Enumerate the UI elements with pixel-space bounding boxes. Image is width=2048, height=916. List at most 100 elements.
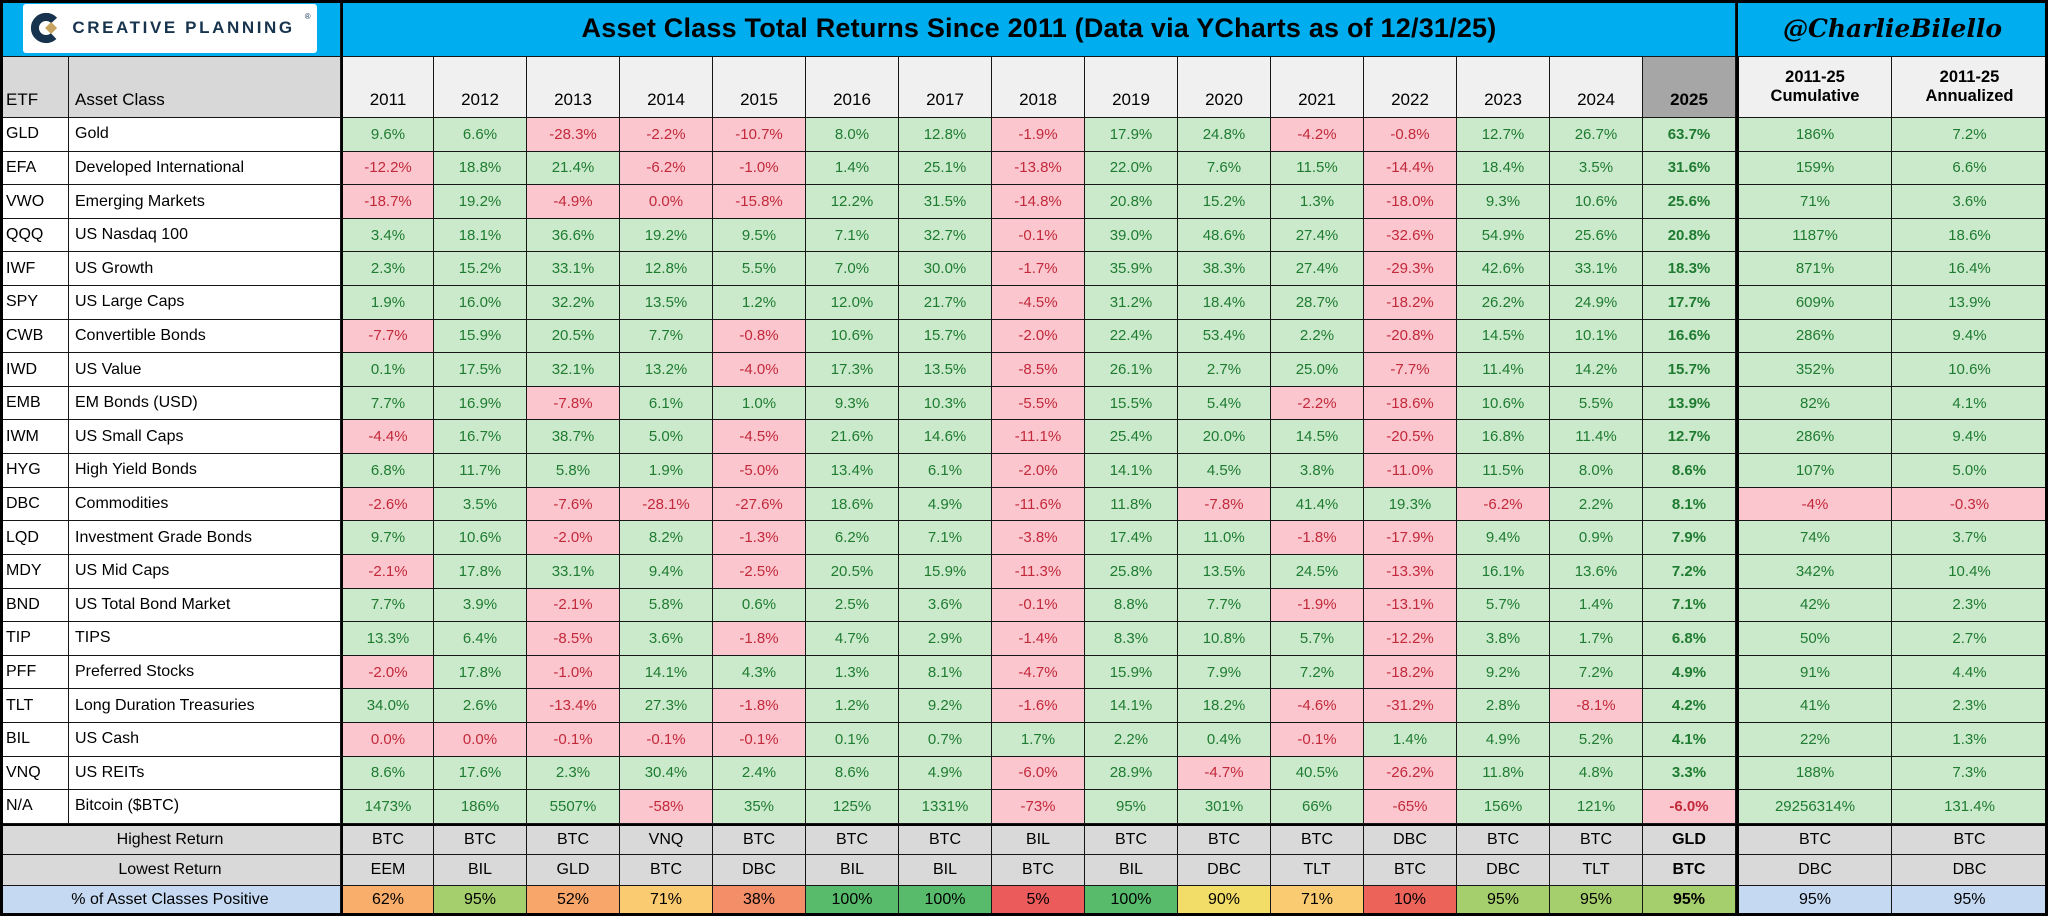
- return-cell-VWO-2011: -18.7%: [341, 185, 434, 219]
- return-cell-TIP-2012: 6.4%: [434, 622, 527, 656]
- lowest-return-cell: DBC: [1457, 854, 1550, 886]
- return-cell-IWD-2021: 25.0%: [1271, 353, 1364, 387]
- lowest-return-cell: BIL: [899, 854, 992, 886]
- return-cell-MDY-2015: -2.5%: [713, 554, 806, 589]
- return-cell-HYG-2011: 6.8%: [341, 454, 434, 488]
- return-cell-GLD-2017: 12.8%: [899, 118, 992, 152]
- return-cell-IWF-2013: 33.1%: [527, 252, 620, 287]
- return-cell-EFA-2016: 1.4%: [806, 151, 899, 186]
- return-cell-EMB-2015: 1.0%: [713, 386, 806, 421]
- return-cell-MDY-2014: 9.4%: [620, 554, 713, 589]
- return-cell-BIL-2011: 0.0%: [341, 722, 434, 757]
- return-cell-GLD-2021: -4.2%: [1271, 118, 1364, 152]
- creative-planning-logo: CREATIVE PLANNING ®: [23, 3, 317, 53]
- return-cell-TLT-2025: 4.2%: [1643, 689, 1736, 723]
- etf-ticker: EMB: [0, 386, 69, 421]
- return-cell-IWM-2014: 5.0%: [620, 420, 713, 455]
- return-cell-BND-2024: 1.4%: [1550, 588, 1643, 623]
- return-cell-TIP-2016: 4.7%: [806, 622, 899, 656]
- return-cell-VWO-2014: 0.0%: [620, 185, 713, 219]
- return-cell-BND-2023: 5.7%: [1457, 588, 1550, 623]
- return-cell-VWO-2018: -14.8%: [992, 185, 1085, 219]
- etf-ticker: VNQ: [0, 756, 69, 791]
- return-cell-QQQ-2011: 3.4%: [341, 218, 434, 253]
- return-cell-IWM-2018: -11.1%: [992, 420, 1085, 455]
- return-cell-PFF-2017: 8.1%: [899, 655, 992, 690]
- highest-return-cell: BIL: [992, 823, 1085, 855]
- etf-ticker: IWM: [0, 420, 69, 455]
- pct-positive-cell: 95%: [1457, 885, 1550, 916]
- return-cell-DBC-2013: -7.6%: [527, 487, 620, 522]
- annualized-cell-HYG: 5.0%: [1892, 454, 2048, 488]
- col-header-etf: ETF: [0, 57, 69, 118]
- return-cell-VWO-2015: -15.8%: [713, 185, 806, 219]
- return-cell-HYG-2017: 6.1%: [899, 454, 992, 488]
- asset-class-name: Gold: [69, 118, 341, 152]
- lowest-return-cell: BIL: [806, 854, 899, 886]
- annualized-cell-CWB: 9.4%: [1892, 319, 2048, 354]
- return-cell-TLT-2021: -4.6%: [1271, 689, 1364, 723]
- return-cell-IWM-2019: 25.4%: [1085, 420, 1178, 455]
- return-cell-EFA-2021: 11.5%: [1271, 151, 1364, 186]
- return-cell-EFA-2017: 25.1%: [899, 151, 992, 186]
- return-cell-TIP-2011: 13.3%: [341, 622, 434, 656]
- return-cell-VNQ-2012: 17.6%: [434, 756, 527, 791]
- return-cell-DBC-2021: 41.4%: [1271, 487, 1364, 522]
- lowest-return-cell: EEM: [341, 854, 434, 886]
- annualized-cell-BIL: 1.3%: [1892, 722, 2048, 757]
- return-cell-QQQ-2013: 36.6%: [527, 218, 620, 253]
- asset-class-name: US Mid Caps: [69, 554, 341, 589]
- return-cell-N/A-2013: 5507%: [527, 790, 620, 824]
- cumulative-cell-IWF: 871%: [1736, 252, 1892, 287]
- return-cell-SPY-2023: 26.2%: [1457, 286, 1550, 320]
- lowest-return-cell: GLD: [527, 854, 620, 886]
- return-cell-HYG-2024: 8.0%: [1550, 454, 1643, 488]
- return-cell-BIL-2018: 1.7%: [992, 722, 1085, 757]
- return-cell-CWB-2012: 15.9%: [434, 319, 527, 354]
- return-cell-EFA-2019: 22.0%: [1085, 151, 1178, 186]
- highest-return-cell: BTC: [341, 823, 434, 855]
- return-cell-IWM-2015: -4.5%: [713, 420, 806, 455]
- annualized-cell-TIP: 2.7%: [1892, 622, 2048, 656]
- return-cell-SPY-2024: 24.9%: [1550, 286, 1643, 320]
- return-cell-IWD-2025: 15.7%: [1643, 353, 1736, 387]
- return-cell-IWF-2025: 18.3%: [1643, 252, 1736, 287]
- return-cell-MDY-2021: 24.5%: [1271, 554, 1364, 589]
- return-cell-PFF-2012: 17.8%: [434, 655, 527, 690]
- etf-ticker: MDY: [0, 554, 69, 589]
- return-cell-IWF-2018: -1.7%: [992, 252, 1085, 287]
- return-cell-LQD-2024: 0.9%: [1550, 521, 1643, 555]
- return-cell-EMB-2012: 16.9%: [434, 386, 527, 421]
- pct-positive-cell: 52%: [527, 885, 620, 916]
- cumulative-cell-VWO: 71%: [1736, 185, 1892, 219]
- asset-class-name: Convertible Bonds: [69, 319, 341, 354]
- highest-return-cell: BTC: [1457, 823, 1550, 855]
- asset-class-name: US Large Caps: [69, 286, 341, 320]
- highest-return-cell: BTC: [899, 823, 992, 855]
- annualized-cell-BND: 2.3%: [1892, 588, 2048, 623]
- asset-class-name: Commodities: [69, 487, 341, 522]
- return-cell-LQD-2016: 6.2%: [806, 521, 899, 555]
- return-cell-IWF-2020: 38.3%: [1178, 252, 1271, 287]
- return-cell-IWD-2024: 14.2%: [1550, 353, 1643, 387]
- return-cell-EMB-2024: 5.5%: [1550, 386, 1643, 421]
- return-cell-EFA-2023: 18.4%: [1457, 151, 1550, 186]
- annualized-cell-SPY: 13.9%: [1892, 286, 2048, 320]
- return-cell-DBC-2025: 8.1%: [1643, 487, 1736, 522]
- return-cell-VWO-2023: 9.3%: [1457, 185, 1550, 219]
- asset-class-name: Preferred Stocks: [69, 655, 341, 690]
- return-cell-TIP-2023: 3.8%: [1457, 622, 1550, 656]
- return-cell-SPY-2021: 28.7%: [1271, 286, 1364, 320]
- lowest-return-cell: BTC: [620, 854, 713, 886]
- return-cell-IWF-2011: 2.3%: [341, 252, 434, 287]
- return-cell-CWB-2013: 20.5%: [527, 319, 620, 354]
- col-header-2012: 2012: [434, 57, 527, 118]
- return-cell-EFA-2022: -14.4%: [1364, 151, 1457, 186]
- return-cell-IWD-2018: -8.5%: [992, 353, 1085, 387]
- col-header-2016: 2016: [806, 57, 899, 118]
- return-cell-BND-2022: -13.1%: [1364, 588, 1457, 623]
- return-cell-VWO-2019: 20.8%: [1085, 185, 1178, 219]
- return-cell-TLT-2018: -1.6%: [992, 689, 1085, 723]
- return-cell-IWD-2022: -7.7%: [1364, 353, 1457, 387]
- annualized-cell-EFA: 6.6%: [1892, 151, 2048, 186]
